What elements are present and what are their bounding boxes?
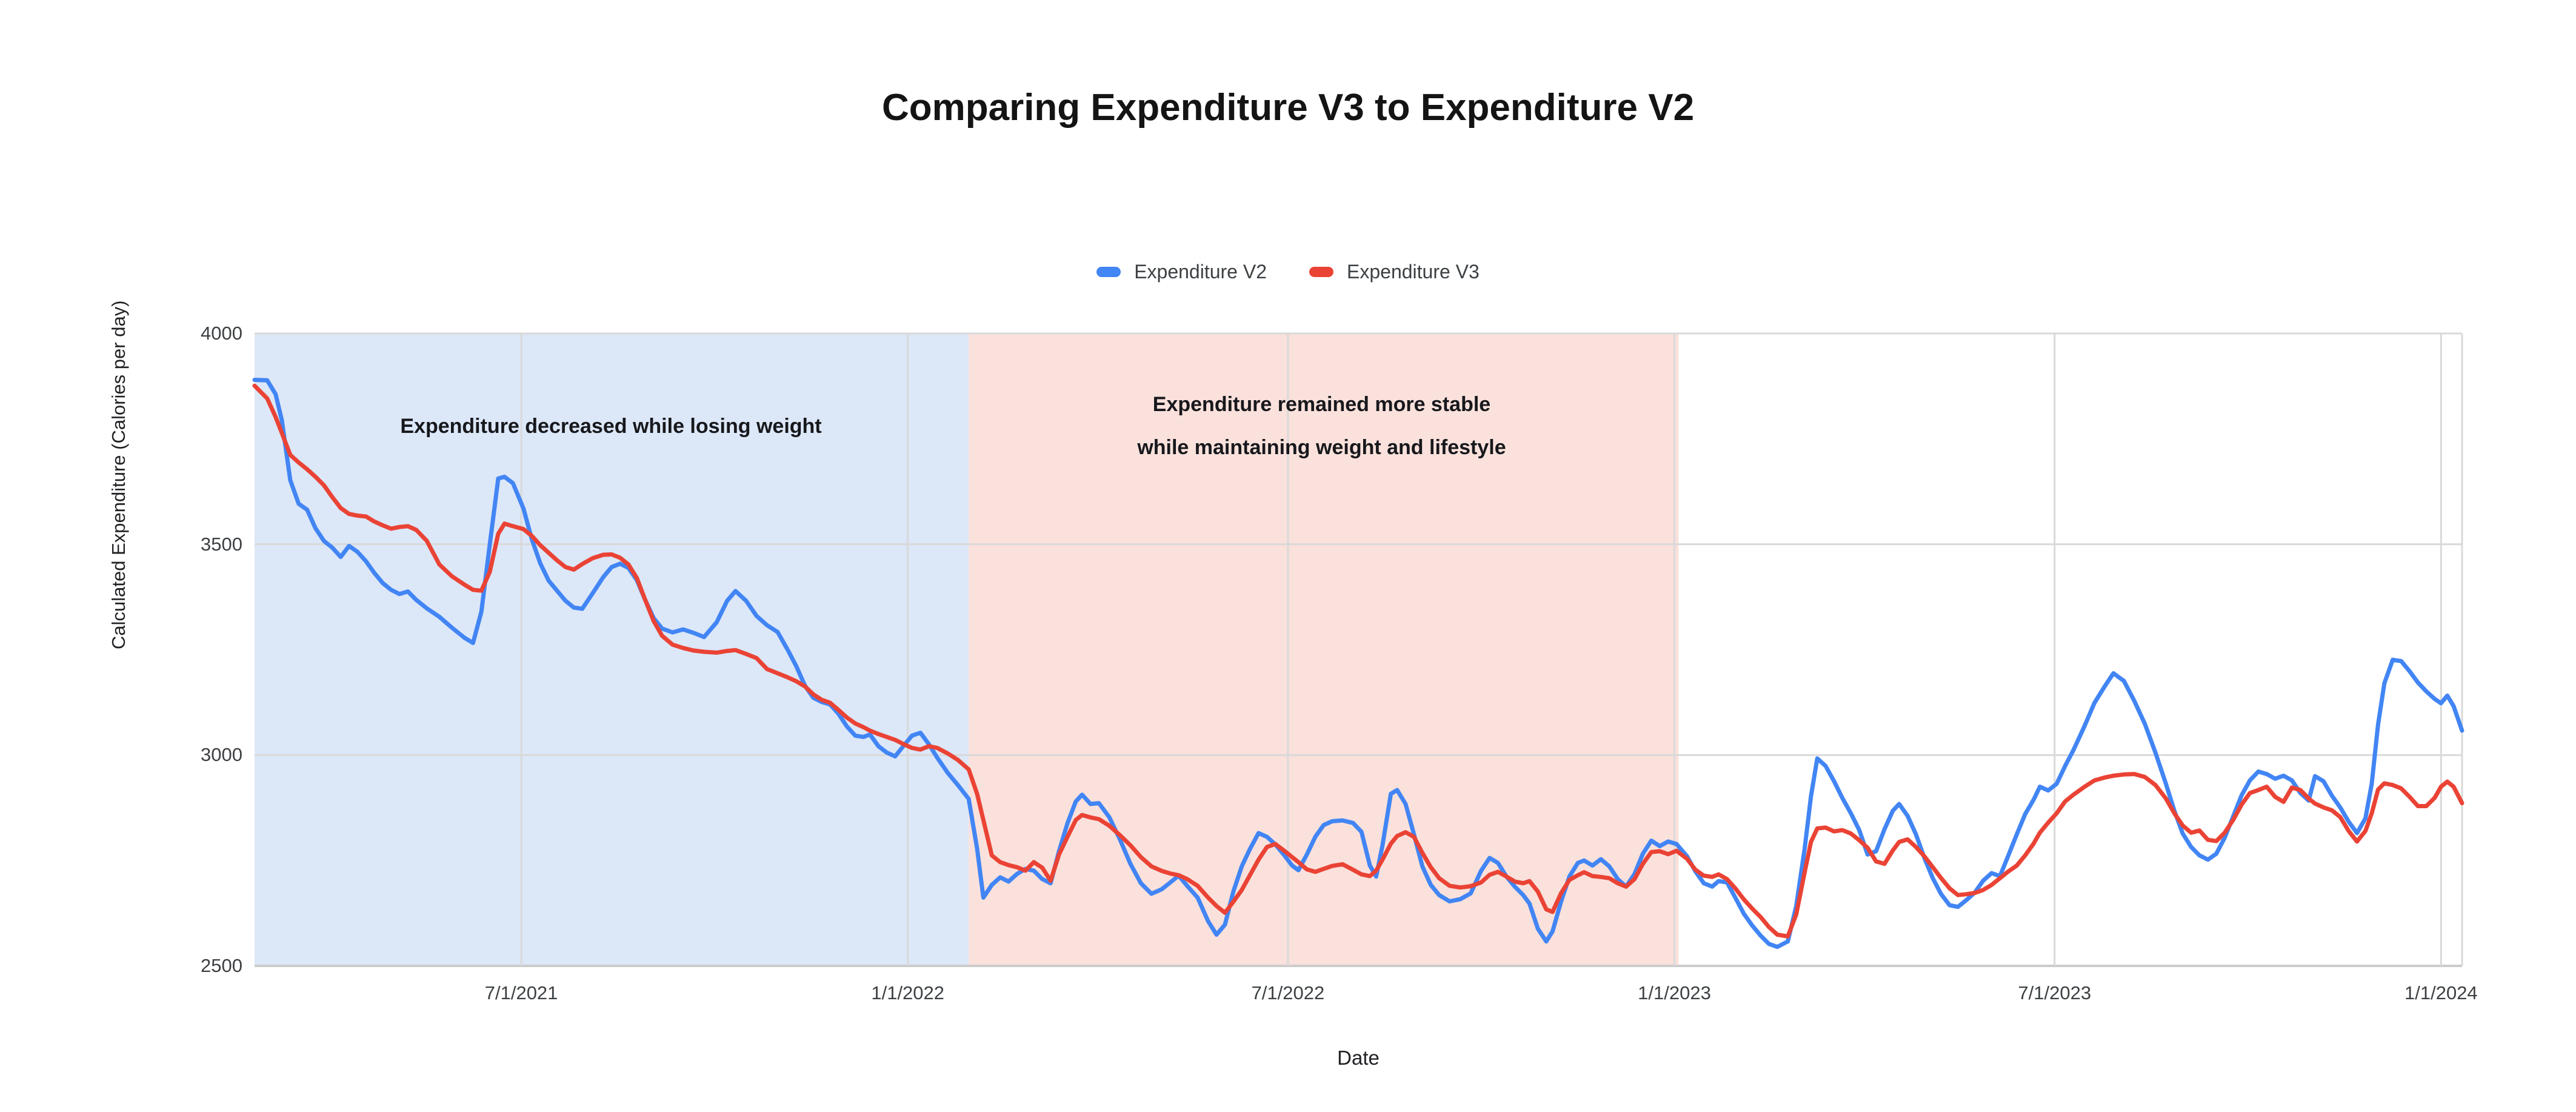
legend-label: Expenditure V2 xyxy=(1134,261,1267,283)
legend-swatch-icon xyxy=(1096,267,1121,277)
region-stable xyxy=(969,333,1679,966)
x-tick-7/1/2021: 7/1/2021 xyxy=(484,982,558,1003)
y-tick-3000: 3000 xyxy=(201,744,242,766)
annotation-stable: Expenditure remained more stable while m… xyxy=(987,383,1657,469)
x-axis-title: Date xyxy=(1337,1047,1380,1069)
legend: Expenditure V2 Expenditure V3 xyxy=(0,261,2576,283)
annotation-stable-line2: while maintaining weight and lifestyle xyxy=(1137,436,1506,459)
x-tick-1/1/2024: 1/1/2024 xyxy=(2404,982,2478,1003)
y-tick-3500: 3500 xyxy=(201,533,242,555)
x-tick-7/1/2023: 7/1/2023 xyxy=(2018,982,2092,1003)
annotation-stable-line1: Expenditure remained more stable xyxy=(1152,393,1491,416)
region-losing-weight xyxy=(255,333,969,966)
legend-item-expenditure-v2: Expenditure V2 xyxy=(1096,261,1267,283)
legend-item-expenditure-v3: Expenditure V3 xyxy=(1309,261,1480,283)
annotation-losing-weight: Expenditure decreased while losing weigh… xyxy=(400,415,822,438)
y-tick-4000: 4000 xyxy=(201,323,242,344)
x-tick-7/1/2022: 7/1/2022 xyxy=(1251,982,1325,1003)
chart-title: Comparing Expenditure V3 to Expenditure … xyxy=(881,87,1695,129)
series-line-expenditure-v3 xyxy=(252,383,2464,939)
x-tick-1/1/2022: 1/1/2022 xyxy=(871,982,945,1003)
legend-swatch-icon xyxy=(1309,267,1333,277)
y-tick-2500: 2500 xyxy=(201,955,242,976)
legend-label: Expenditure V3 xyxy=(1347,261,1480,283)
x-tick-1/1/2023: 1/1/2023 xyxy=(1638,982,1711,1003)
